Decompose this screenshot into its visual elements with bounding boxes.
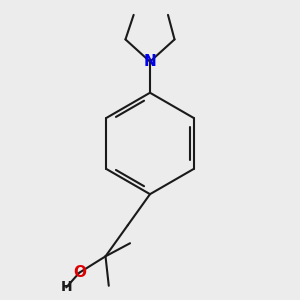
Text: O: O xyxy=(73,265,86,280)
Text: N: N xyxy=(144,54,156,69)
Text: H: H xyxy=(60,280,72,294)
